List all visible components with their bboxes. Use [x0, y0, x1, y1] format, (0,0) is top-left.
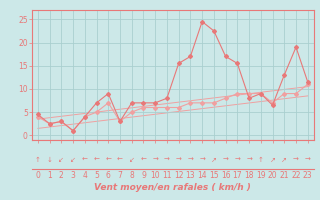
Text: 22: 22: [291, 170, 301, 180]
Text: 19: 19: [256, 170, 266, 180]
Text: ↑: ↑: [35, 157, 41, 163]
Text: 4: 4: [82, 170, 87, 180]
Text: 21: 21: [279, 170, 289, 180]
Text: 2: 2: [59, 170, 64, 180]
Text: 0: 0: [36, 170, 40, 180]
Text: 8: 8: [129, 170, 134, 180]
Text: →: →: [293, 157, 299, 163]
Text: 10: 10: [150, 170, 160, 180]
Text: 17: 17: [233, 170, 242, 180]
Text: ↓: ↓: [47, 157, 52, 163]
Text: 12: 12: [174, 170, 183, 180]
Text: →: →: [188, 157, 193, 163]
Text: 9: 9: [141, 170, 146, 180]
Text: 7: 7: [117, 170, 123, 180]
Text: 23: 23: [303, 170, 313, 180]
Text: 1: 1: [47, 170, 52, 180]
Text: 6: 6: [106, 170, 111, 180]
Text: ↗: ↗: [269, 157, 276, 163]
Text: 18: 18: [244, 170, 254, 180]
Text: ←: ←: [117, 157, 123, 163]
Text: 5: 5: [94, 170, 99, 180]
Text: ↗: ↗: [281, 157, 287, 163]
Text: Vent moyen/en rafales ( km/h ): Vent moyen/en rafales ( km/h ): [94, 183, 251, 192]
Text: →: →: [164, 157, 170, 163]
Text: →: →: [234, 157, 240, 163]
Text: ↙: ↙: [58, 157, 64, 163]
Text: →: →: [152, 157, 158, 163]
Text: →: →: [305, 157, 311, 163]
Text: 3: 3: [71, 170, 76, 180]
Text: ←: ←: [82, 157, 88, 163]
Text: 14: 14: [197, 170, 207, 180]
Text: ←: ←: [140, 157, 147, 163]
Text: →: →: [176, 157, 182, 163]
Text: 15: 15: [209, 170, 219, 180]
Text: ←: ←: [93, 157, 100, 163]
Text: →: →: [246, 157, 252, 163]
Text: 20: 20: [268, 170, 277, 180]
Text: 16: 16: [221, 170, 230, 180]
Text: 13: 13: [186, 170, 195, 180]
Text: →: →: [223, 157, 228, 163]
Text: ←: ←: [105, 157, 111, 163]
Text: →: →: [199, 157, 205, 163]
Text: ↙: ↙: [129, 157, 135, 163]
Text: ↑: ↑: [258, 157, 264, 163]
Text: 11: 11: [162, 170, 172, 180]
Text: ↙: ↙: [70, 157, 76, 163]
Text: ↗: ↗: [211, 157, 217, 163]
